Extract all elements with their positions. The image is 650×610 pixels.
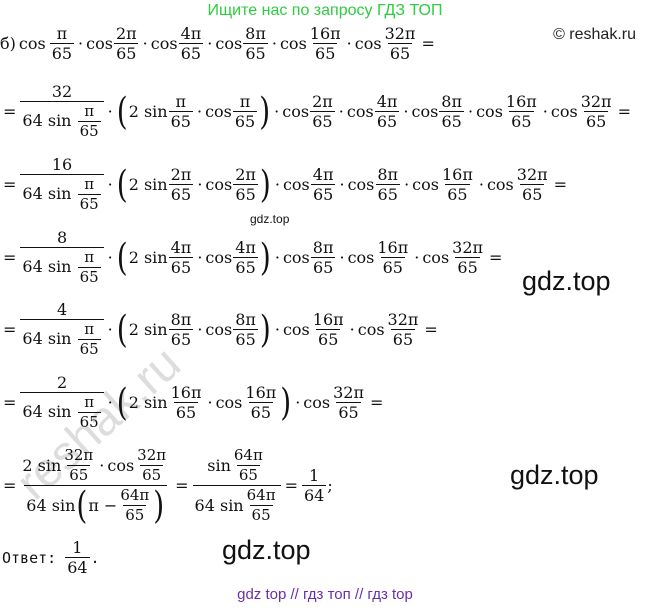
two-sin-text: 2 sin: [128, 102, 168, 121]
item-label: б): [0, 34, 16, 53]
big-fraction: 2 sin 32π 65 · cos 32π 65 64 sin ( π − 64π 6…: [22, 446, 168, 528]
dot: ·: [107, 102, 113, 121]
left-paren: (: [116, 88, 128, 134]
cos-text: cos: [150, 34, 178, 53]
coefficient-fraction: 32 64 sin π 65: [20, 82, 104, 141]
fraction: 8π 65: [243, 24, 268, 63]
sin-ratio-fraction: sin 64π 65 64 sin 64π 65: [192, 446, 281, 525]
fraction: π 65: [49, 24, 75, 63]
semicolon: ;: [327, 476, 333, 495]
answer-label: Ответ:: [2, 548, 57, 567]
cos-text: cos: [279, 34, 307, 53]
gdz-watermark-large-2: gdz.top: [510, 460, 599, 490]
gdz-watermark-small: gdz.top: [250, 212, 290, 226]
dot: ·: [271, 34, 277, 53]
equation-line-5: = 4 64 sin π 65 · ( 2 sin 8π 65 · cos 8π 65 …: [3, 300, 438, 359]
cos-text: cos: [215, 34, 243, 53]
equation-line-2: = 32 64 sin π 65 · ( 2 sin π 65 · cos π 65 )…: [3, 82, 631, 141]
equation-line-7: = 2 sin 32π 65 · cos 32π 65 64 sin ( π − 64…: [3, 446, 333, 528]
result-fraction: 1 64: [301, 466, 327, 505]
equation-line-1: б) cos π 65 · cos 2π 65 · cos 4π 65 · cos 8…: [0, 24, 438, 63]
equation-line-4: = 8 64 sin π 65 · ( 2 sin 4π 65 · cos 4π 65 …: [3, 228, 503, 287]
dot: ·: [78, 34, 84, 53]
dot: ·: [207, 34, 213, 53]
equals: =: [3, 102, 17, 121]
coefficient-fraction: 16 64 sin π 65: [20, 155, 104, 214]
cos-text: cos: [86, 34, 113, 53]
dot: ·: [346, 34, 352, 53]
site-credit: © reshak.ru: [553, 26, 636, 43]
fraction: 16π 65: [309, 24, 341, 63]
gdz-watermark-large: gdz.top: [522, 266, 611, 296]
coefficient-fraction: 2 64 sin π 65: [20, 373, 104, 432]
equals: =: [421, 34, 435, 53]
fraction: 2π 65: [114, 24, 139, 63]
dot: ·: [142, 34, 148, 53]
gdz-watermark-large-3: gdz.top: [222, 535, 311, 565]
equation-line-6: = 2 64 sin π 65 · ( 2 sin 16π 65 · cos 16π 6…: [3, 373, 384, 432]
answer-period: .: [90, 548, 100, 567]
cos-text: cos: [354, 34, 382, 53]
footer-links: gdz top // гдз топ // гдз top: [237, 586, 413, 603]
coefficient-fraction: 4 64 sin π 65: [20, 300, 104, 359]
fraction: 32π 65: [384, 24, 416, 63]
cos-text: cos: [18, 34, 46, 53]
answer-fraction: 1 64: [65, 538, 90, 577]
coefficient-fraction: 8 64 sin π 65: [20, 228, 104, 287]
fraction: 4π 65: [178, 24, 204, 63]
equation-line-3: = 16 64 sin π 65 · ( 2 sin 2π 65 · cos 2π 65…: [3, 155, 568, 214]
right-paren: ): [259, 88, 271, 134]
answer-line: Ответ: 1 64 .: [2, 538, 100, 577]
search-banner: Ищите нас по запросу ГДЗ ТОП: [207, 2, 443, 19]
